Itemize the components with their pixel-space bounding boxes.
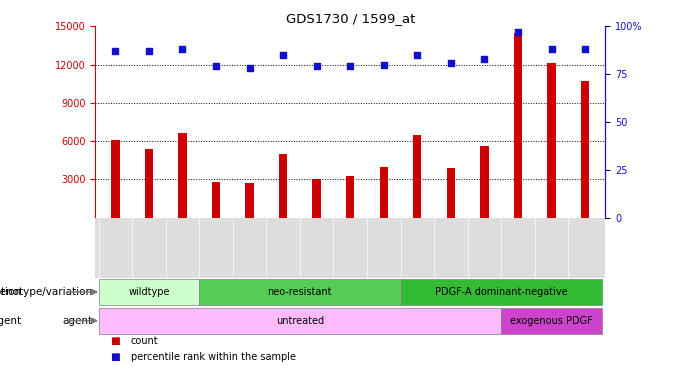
Bar bbox=[501, 308, 602, 334]
Text: neo-resistant: neo-resistant bbox=[268, 287, 332, 297]
Text: count: count bbox=[131, 336, 158, 346]
Text: genotype/variation: genotype/variation bbox=[0, 287, 92, 297]
Text: exogenous PDGF: exogenous PDGF bbox=[510, 316, 593, 326]
Bar bbox=[211, 182, 220, 218]
Point bbox=[211, 63, 222, 69]
Bar bbox=[581, 81, 590, 218]
Point bbox=[345, 63, 356, 69]
Bar bbox=[379, 166, 388, 218]
Point bbox=[177, 46, 188, 52]
Bar bbox=[346, 176, 354, 218]
Point bbox=[479, 56, 490, 62]
Text: untreated: untreated bbox=[276, 316, 324, 326]
Bar bbox=[547, 63, 556, 218]
Bar bbox=[413, 135, 422, 218]
Title: GDS1730 / 1599_at: GDS1730 / 1599_at bbox=[286, 12, 415, 25]
Point bbox=[110, 48, 121, 54]
Bar bbox=[111, 140, 120, 218]
Point bbox=[579, 46, 590, 52]
Bar bbox=[480, 146, 489, 218]
Bar bbox=[199, 279, 401, 305]
Bar bbox=[245, 183, 254, 218]
Point bbox=[378, 62, 389, 68]
Bar bbox=[145, 149, 153, 218]
Text: ■: ■ bbox=[110, 336, 120, 346]
Text: genotype/variation: genotype/variation bbox=[0, 287, 21, 297]
Text: agent: agent bbox=[0, 316, 21, 326]
Bar bbox=[312, 180, 321, 218]
Point bbox=[546, 46, 557, 52]
Bar bbox=[401, 279, 602, 305]
Point bbox=[513, 29, 524, 35]
Point bbox=[412, 52, 423, 58]
Text: PDGF-A dominant-negative: PDGF-A dominant-negative bbox=[435, 287, 568, 297]
Text: agent: agent bbox=[63, 316, 92, 326]
Point bbox=[244, 65, 255, 71]
Point bbox=[277, 52, 288, 58]
Bar bbox=[178, 134, 186, 218]
Text: wildtype: wildtype bbox=[128, 287, 169, 297]
Text: percentile rank within the sample: percentile rank within the sample bbox=[131, 352, 296, 362]
Bar bbox=[99, 308, 501, 334]
Point bbox=[143, 48, 154, 54]
Point bbox=[311, 63, 322, 69]
Bar bbox=[447, 168, 455, 218]
Bar bbox=[99, 279, 199, 305]
Text: ■: ■ bbox=[110, 352, 120, 362]
Bar bbox=[279, 154, 287, 218]
Bar bbox=[514, 33, 522, 218]
Point bbox=[445, 60, 456, 66]
